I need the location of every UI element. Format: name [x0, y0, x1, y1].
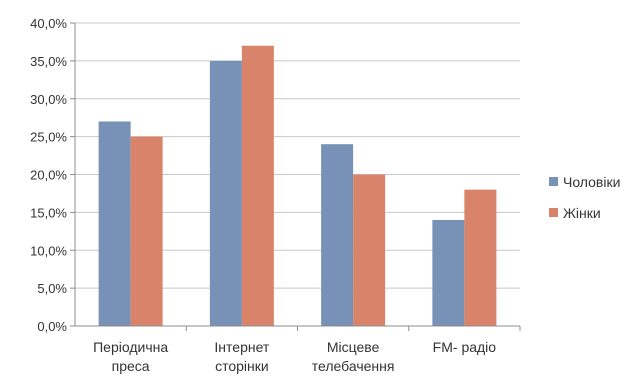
category-labels: Періодична преса Інтернет сторінки Місцеве те…	[93, 339, 496, 374]
y-tick-label: 25,0%	[30, 130, 67, 145]
bar-series-2-4	[464, 189, 497, 326]
category-label-line: телебачення	[312, 358, 395, 374]
category-label: Місцеве телебачення	[312, 339, 395, 374]
y-tick-label: 40,0%	[30, 16, 67, 31]
category-label-line: сторінки	[215, 358, 269, 374]
bar-series-1-4	[432, 219, 465, 326]
bar-series-2-3	[353, 174, 386, 326]
category-label-line: преса	[112, 358, 150, 374]
category-label: Інтернет сторінки	[214, 339, 270, 374]
legend: Чоловіки Жінки	[549, 174, 620, 221]
y-tick-label: 20,0%	[30, 168, 67, 183]
category-label-line: Періодична	[93, 339, 168, 355]
y-tick-label: 15,0%	[30, 205, 67, 220]
y-tick-label: 35,0%	[30, 54, 67, 69]
bar-series-1-1	[98, 121, 131, 326]
y-tick-label: 10,0%	[30, 243, 67, 258]
category-label: Періодична преса	[93, 339, 168, 374]
bars	[98, 45, 497, 326]
legend-label: Чоловіки	[563, 174, 620, 190]
category-label-line: Інтернет	[214, 339, 270, 355]
y-tick-label: 30,0%	[30, 92, 67, 107]
legend-swatch	[549, 177, 558, 186]
bar-series-2-1	[130, 136, 163, 326]
legend-swatch	[549, 208, 558, 217]
category-label-line: Місцеве	[327, 339, 380, 355]
y-tick-label: 0,0%	[37, 319, 67, 334]
bar-series-1-3	[321, 144, 354, 326]
y-tick-label: 5,0%	[37, 281, 67, 296]
y-axis-ticks: 0,0% 5,0% 10,0% 15,0% 20,0% 25,0% 30,0% 35,0% 40…	[30, 16, 67, 334]
bar-series-1-2	[209, 60, 242, 326]
category-label: FM- радіо	[433, 339, 497, 355]
axes	[70, 22, 521, 331]
legend-label: Жінки	[563, 205, 601, 221]
category-label-line: FM- радіо	[433, 339, 497, 355]
bar-series-2-2	[241, 45, 274, 326]
